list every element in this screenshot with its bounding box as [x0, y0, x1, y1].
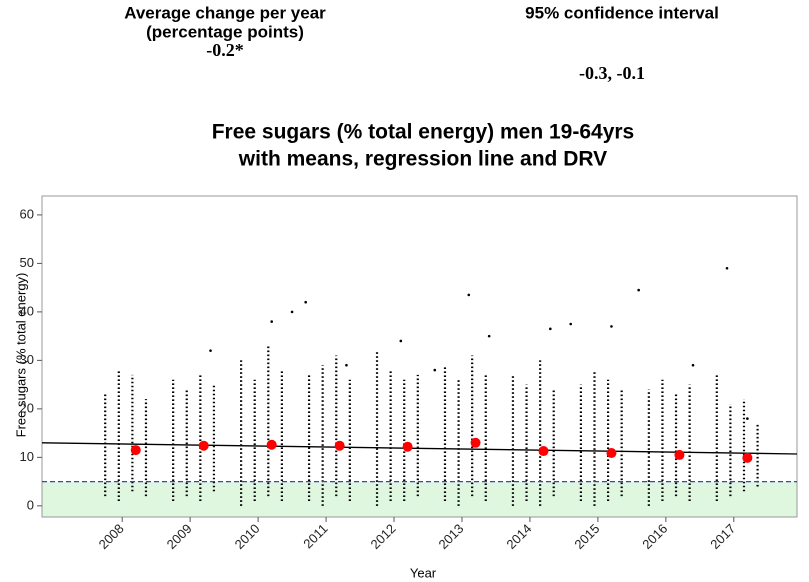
outlier-point — [270, 320, 273, 323]
outlier-point — [549, 327, 552, 331]
x-tick-label: 2013 — [435, 521, 466, 552]
x-tick-label: 2015 — [571, 521, 602, 552]
outlier-point — [691, 363, 695, 367]
outlier-point — [209, 349, 212, 352]
mean-point — [334, 440, 345, 451]
x-axis-label: Year — [410, 565, 437, 580]
y-tick-label: 0 — [27, 497, 34, 512]
outlier-point — [610, 325, 613, 328]
outlier-point — [304, 300, 307, 304]
x-tick-label: 2009 — [164, 521, 195, 552]
x-tick-label: 2010 — [232, 521, 263, 552]
outlier-point — [569, 322, 573, 326]
mean-point — [538, 446, 549, 457]
right-value: -0.3, -0.1 — [579, 63, 645, 83]
x-tick-label: 2014 — [503, 521, 534, 552]
x-tick-label: 2011 — [300, 521, 330, 551]
mean-point — [674, 449, 685, 460]
outlier-point — [487, 334, 491, 338]
mean-point — [130, 445, 141, 456]
chart-title: Free sugars (% total energy) men 19-64yr… — [212, 121, 635, 144]
outlier-point — [399, 339, 403, 343]
outlier-point — [637, 288, 640, 292]
mean-point — [266, 439, 277, 450]
mean-point — [470, 437, 481, 448]
y-tick-label: 60 — [20, 206, 34, 221]
regression-line — [41, 442, 798, 455]
x-tick-label: 2016 — [639, 521, 670, 552]
right-title: 95% confidence interval — [525, 3, 719, 22]
left-title: Average change per year — [124, 3, 326, 22]
y-tick-label: 40 — [20, 303, 34, 318]
y-tick-label: 10 — [20, 449, 34, 464]
x-tick-label: 2017 — [707, 521, 738, 552]
outlier-point — [345, 363, 348, 367]
mean-point — [402, 441, 413, 452]
outlier-point — [433, 368, 437, 372]
x-tick-label: 2012 — [368, 521, 399, 552]
left-subtitle: (percentage points) — [146, 22, 304, 41]
mean-point — [742, 452, 753, 463]
y-tick-label: 50 — [20, 255, 34, 270]
outlier-point — [290, 310, 294, 314]
mean-point — [606, 447, 617, 458]
outlier-point — [467, 293, 471, 297]
chart-subtitle: with means, regression line and DRV — [238, 148, 607, 171]
x-tick-label: 2008 — [96, 521, 127, 552]
left-value: -0.2* — [206, 40, 244, 60]
y-axis-label: Free sugars (% total energy) — [13, 273, 28, 438]
y-tick-label: 20 — [20, 400, 34, 415]
outlier-point — [746, 417, 749, 420]
plot-frame — [41, 195, 798, 518]
drv-area — [42, 481, 797, 517]
mean-point — [198, 440, 209, 451]
outlier-point — [725, 266, 729, 270]
y-tick-label: 30 — [20, 352, 34, 367]
